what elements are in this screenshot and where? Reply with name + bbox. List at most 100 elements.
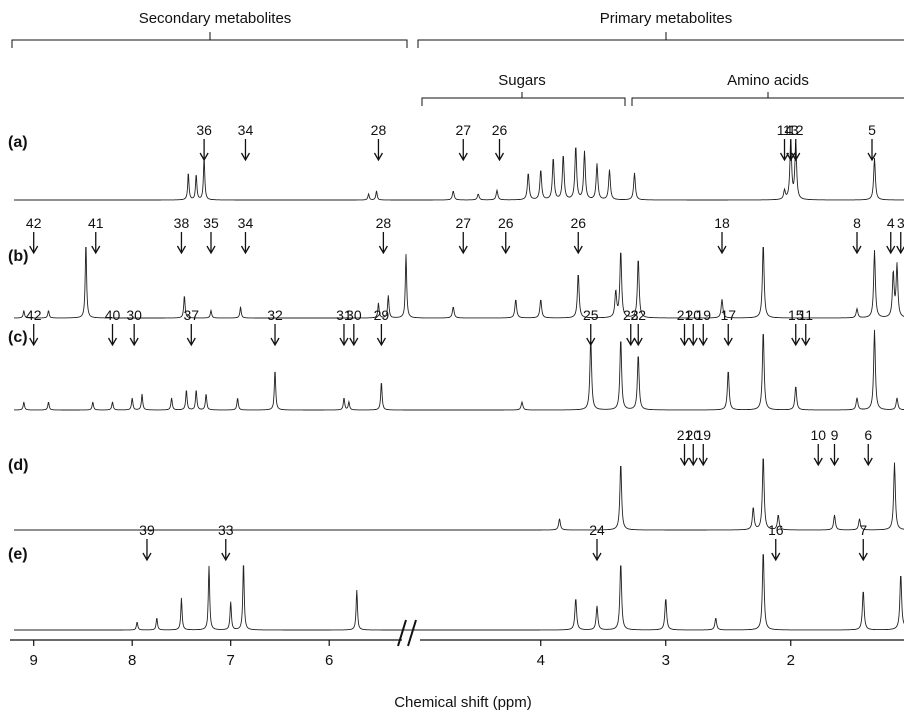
peak-arrowhead (458, 152, 468, 162)
peak-arrowhead (717, 245, 727, 255)
x-tick-label: 2 (787, 652, 795, 669)
peak-arrowhead (801, 337, 811, 347)
peak-arrowhead (107, 337, 118, 347)
spectrum-b-segment-0 (14, 246, 423, 319)
peak-label-9: 9 (831, 427, 839, 443)
peak-arrowhead (91, 245, 101, 255)
peak-label-41: 41 (88, 215, 104, 231)
peak-label-26: 26 (570, 215, 586, 231)
bracket-sugars (421, 92, 626, 106)
peak-arrowhead (863, 457, 873, 467)
peak-arrowhead (29, 245, 39, 255)
bracket-primary (417, 32, 904, 48)
peak-arrowhead (886, 245, 896, 255)
tick-group: 98764321 (30, 640, 795, 669)
peak-arrowhead (829, 457, 840, 467)
spectrum-e-segment-0 (14, 565, 423, 631)
peak-arrowhead (221, 552, 231, 562)
peak-label-3: 3 (897, 215, 904, 231)
peak-arrowhead (791, 152, 801, 162)
peak-label-28: 28 (371, 122, 387, 138)
peak-arrowhead (206, 245, 216, 255)
peak-label-30: 30 (126, 307, 142, 323)
panel-label-d: (d) (8, 457, 28, 474)
peak-label-25: 25 (583, 307, 599, 323)
peak-label-34: 34 (238, 122, 254, 138)
peak-label-27: 27 (455, 122, 471, 138)
bracket-amino (631, 92, 904, 106)
peak-arrowhead (771, 552, 781, 562)
panel-label-e: (e) (8, 546, 28, 563)
peak-label-26: 26 (498, 215, 514, 231)
peak-arrowhead (867, 152, 877, 162)
peak-label-30: 30 (346, 307, 362, 323)
spectrum-c-segment-1 (422, 329, 904, 411)
peak-arrowhead (573, 245, 583, 255)
spectrum-b-segment-1 (422, 246, 904, 319)
peak-arrowhead (186, 337, 196, 347)
panel-label-b: (b) (8, 248, 28, 265)
peak-arrowhead (633, 337, 643, 347)
region-label-primary: Primary metabolites (600, 10, 733, 27)
peak-arrowhead (679, 337, 690, 347)
peak-arrowhead (29, 337, 39, 347)
peak-arrowhead (779, 152, 790, 162)
peak-arrowhead (791, 337, 801, 347)
peak-label-14: 14 (777, 122, 793, 138)
peak-label-19: 19 (695, 307, 711, 323)
axis-break (397, 619, 417, 647)
peak-label-27: 27 (455, 215, 471, 231)
peak-label-21: 21 (677, 427, 693, 443)
x-axis-label: Chemical shift (ppm) (394, 694, 532, 711)
x-tick-label: 9 (30, 652, 38, 669)
peak-label-18: 18 (714, 215, 730, 231)
peak-label-11: 11 (798, 307, 813, 323)
spectra-group (14, 139, 904, 631)
peak-label-8: 8 (853, 215, 861, 231)
peak-label-4: 4 (887, 215, 895, 231)
peak-label-20: 20 (685, 427, 701, 443)
peak-label-23: 23 (623, 307, 639, 323)
peak-arrowhead (129, 337, 139, 347)
peak-arrowhead (373, 152, 384, 162)
peak-label-38: 38 (174, 215, 190, 231)
peak-label-10: 10 (810, 427, 826, 443)
peak-label-31: 31 (336, 307, 352, 323)
peak-arrowhead (199, 152, 209, 162)
peak-arrowhead (723, 337, 733, 347)
peak-label-32: 32 (267, 307, 283, 323)
region-label-sugars: Sugars (498, 72, 546, 89)
peak-arrowhead (270, 337, 280, 347)
peak-label-24: 24 (589, 522, 605, 538)
panel-label-c: (c) (8, 329, 28, 346)
x-tick-label: 3 (662, 652, 670, 669)
peak-arrowhead (176, 245, 187, 255)
peak-label-29: 29 (374, 307, 390, 323)
peak-label-42: 42 (26, 307, 42, 323)
peak-label-28: 28 (376, 215, 392, 231)
peak-label-21: 21 (677, 307, 693, 323)
bracket-secondary (11, 32, 408, 48)
peak-arrowhead (339, 337, 349, 347)
spectrum-c-segment-0 (14, 371, 423, 411)
peak-arrowhead (142, 552, 152, 562)
peak-arrowhead (586, 337, 596, 347)
spectrum-a-segment-1 (422, 139, 904, 201)
peak-label-13: 13 (783, 122, 799, 138)
peak-label-37: 37 (184, 307, 200, 323)
peak-arrowhead (240, 152, 251, 162)
peak-arrowhead (592, 552, 602, 562)
region-label-amino: Amino acids (727, 72, 809, 89)
region-label-secondary: Secondary metabolites (139, 10, 292, 27)
spectrum-d-segment-1 (422, 458, 904, 531)
peak-label-6: 6 (864, 427, 872, 443)
spectrum-a-segment-0 (14, 159, 423, 201)
peak-label-36: 36 (196, 122, 212, 138)
peak-label-42: 42 (26, 215, 42, 231)
peak-label-7: 7 (859, 522, 867, 538)
peak-arrowhead (852, 245, 862, 255)
peak-label-19: 19 (695, 427, 711, 443)
peak-arrowhead (813, 457, 823, 467)
x-tick-label: 7 (227, 652, 235, 669)
peak-arrowhead (458, 245, 468, 255)
